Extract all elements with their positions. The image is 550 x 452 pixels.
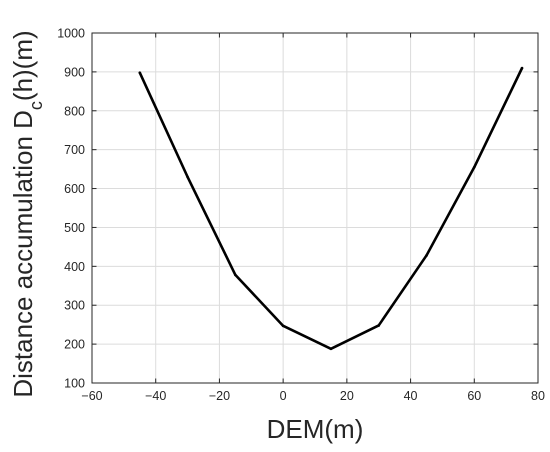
x-tick-label: −20 [209, 389, 230, 403]
x-tick-label: 60 [467, 389, 481, 403]
y-axis-title-suffix: (h)(m) [8, 30, 38, 101]
data-point-0-4 [329, 347, 333, 351]
data-point-0-0 [138, 71, 142, 74]
data-point-0-3 [281, 324, 285, 328]
plot-frame [91, 32, 539, 384]
data-point-0-7 [472, 165, 476, 169]
x-tick-label: −60 [81, 389, 102, 403]
x-axis-title: DEM(m) [267, 414, 364, 444]
data-point-0-6 [425, 254, 428, 257]
x-tick-label: −40 [145, 389, 166, 403]
y-axis-title-subscript: c [26, 101, 46, 110]
data-point-0-8 [520, 66, 524, 70]
y-axis-title-main: Distance accumulation D [8, 110, 38, 398]
data-point-0-5 [377, 324, 381, 327]
x-tick-label: 80 [531, 389, 545, 403]
x-tick-label: 40 [404, 389, 418, 403]
y-tick-label: 900 [64, 65, 85, 79]
data-point-0-1 [186, 175, 189, 179]
y-tick-label: 400 [64, 260, 85, 274]
y-tick-label: 800 [64, 104, 85, 118]
tick-layer [91, 32, 539, 384]
y-tick-label: 100 [64, 377, 85, 391]
y-tick-label: 200 [64, 338, 85, 352]
x-tick-label: 0 [280, 389, 287, 403]
x-tick-label: 20 [340, 389, 354, 403]
y-tick-label: 700 [64, 143, 85, 157]
y-axis-title: Distance accumulation Dc(h)(m) [8, 30, 46, 397]
y-tick-label: 300 [64, 299, 85, 313]
data-point-0-2 [234, 273, 237, 277]
y-tick-label: 1000 [57, 27, 85, 41]
y-tick-label: 600 [64, 182, 85, 196]
series-layer [138, 66, 524, 351]
tick-label-layer: −60 −40 −20 0 20 40 60 80 100 200 300 400 500 600 700 8… [57, 27, 545, 404]
y-tick-label: 500 [64, 221, 85, 235]
